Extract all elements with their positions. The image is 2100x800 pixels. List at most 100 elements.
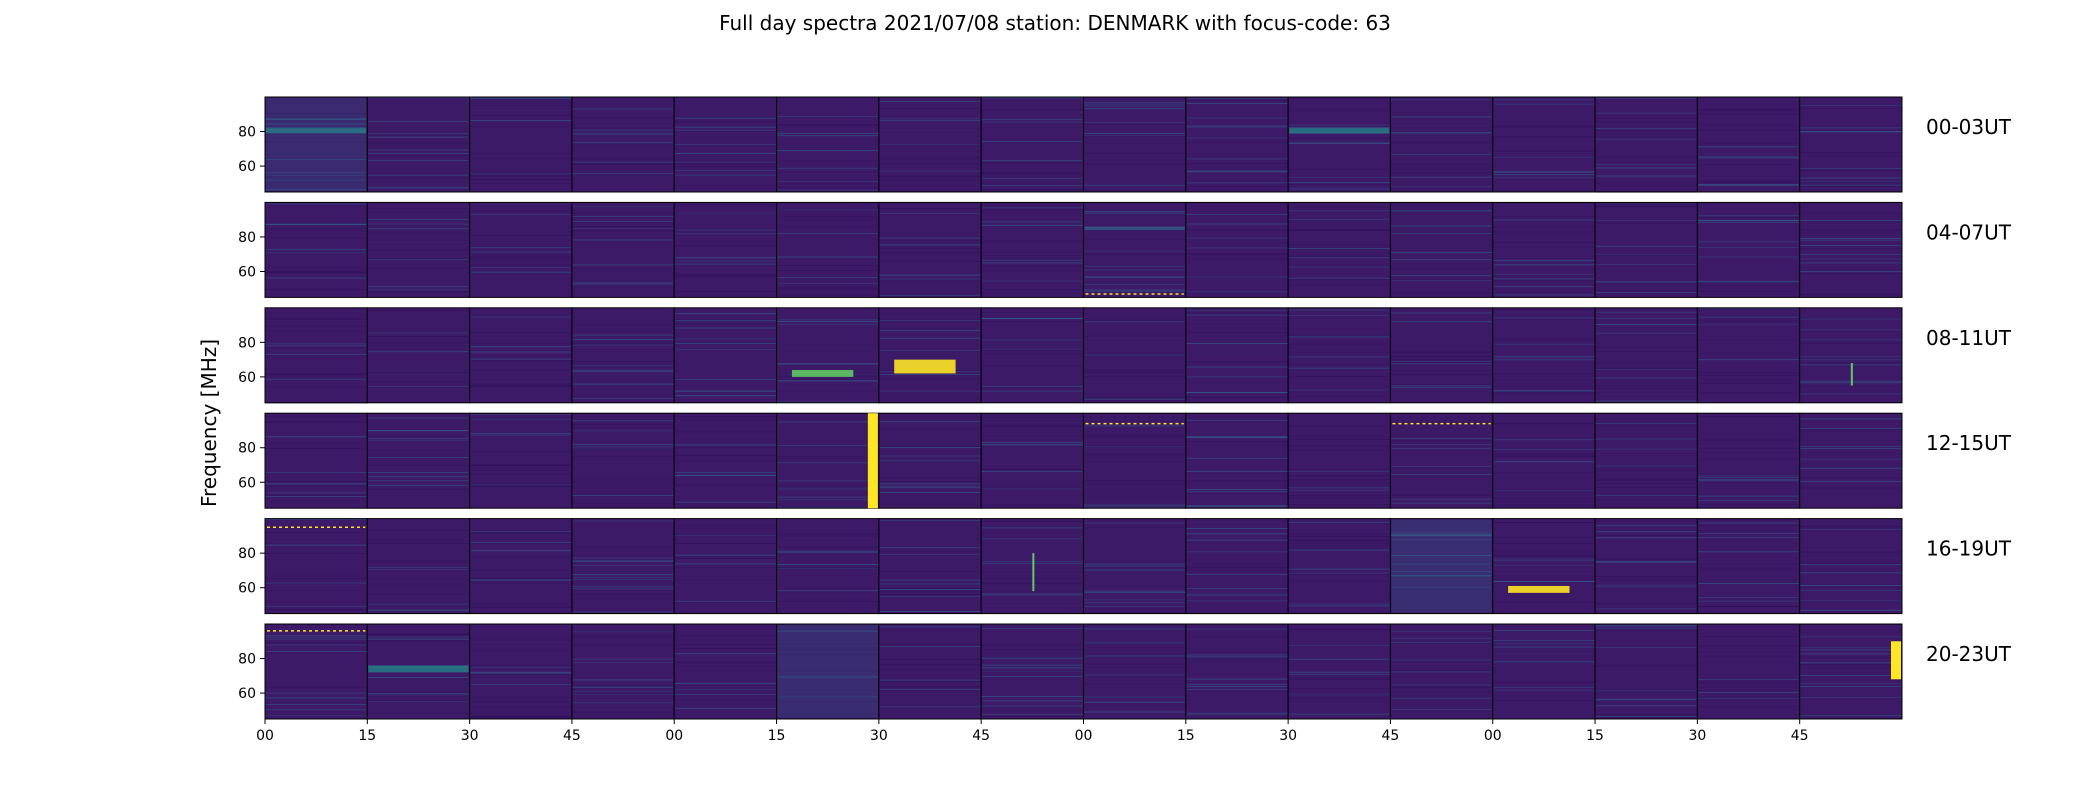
noise-line: [1595, 469, 1698, 471]
noise-line: [1799, 590, 1902, 592]
noise-line: [1185, 683, 1289, 685]
noise-line: [776, 116, 879, 117]
noise-line: [367, 578, 470, 580]
spectrum-panel: [1799, 307, 1903, 404]
noise-line: [1492, 453, 1596, 455]
noise-line: [1799, 177, 1902, 179]
noise-line: [1390, 387, 1493, 388]
noise-line: [1697, 241, 1800, 243]
noise-line: [265, 270, 368, 272]
noise-line: [878, 175, 982, 177]
noise-line: [1083, 663, 1186, 665]
noise-line: [1799, 439, 1902, 441]
noise-line: [1697, 697, 1800, 699]
noise-line: [674, 338, 777, 340]
noise-line: [1288, 257, 1391, 259]
noise-line: [1492, 392, 1596, 394]
noise-line: [1799, 393, 1902, 395]
spectral-feature: [1084, 226, 1185, 231]
spectrum-panel: [1287, 201, 1391, 298]
noise-line: [571, 662, 675, 664]
noise-line: [878, 239, 982, 241]
noise-line: [571, 117, 675, 119]
noise-line: [265, 228, 368, 230]
noise-line: [1288, 176, 1391, 178]
noise-line: [1595, 584, 1698, 586]
noise-line: [1288, 248, 1391, 249]
spectrum-panel: [1185, 96, 1289, 193]
spectrum-panel-bg: [1595, 202, 1698, 298]
noise-line: [878, 279, 982, 281]
noise-line: [1390, 370, 1493, 371]
noise-line: [1390, 576, 1493, 578]
noise-line: [1492, 422, 1596, 424]
spectrum-panel: [264, 623, 368, 720]
noise-line: [674, 416, 777, 418]
noise-line: [1185, 588, 1289, 589]
noise-line: [1492, 99, 1596, 101]
noise-line: [469, 105, 572, 106]
noise-line: [878, 428, 982, 430]
noise-line: [981, 645, 1084, 646]
noise-line: [1390, 171, 1493, 173]
noise-line: [981, 190, 1084, 192]
noise-line: [571, 127, 675, 129]
noise-line: [878, 596, 982, 598]
noise-line: [367, 289, 470, 291]
noise-line: [1697, 479, 1800, 481]
noise-line: [674, 662, 777, 664]
spectrum-panel-bg: [1185, 97, 1289, 192]
noise-line: [1288, 335, 1391, 337]
noise-line: [981, 289, 1084, 290]
noise-line: [1492, 455, 1596, 457]
noise-line: [1390, 421, 1493, 423]
spectrum-panel: [1185, 412, 1289, 509]
noise-line: [469, 465, 572, 467]
spectral-feature: [368, 665, 469, 673]
noise-line: [1697, 495, 1800, 497]
noise-line: [571, 588, 675, 590]
noise-line: [469, 712, 572, 714]
noise-line: [571, 230, 675, 232]
noise-line: [776, 421, 879, 423]
noise-line: [571, 686, 675, 688]
noise-line: [1288, 573, 1391, 575]
noise-line: [265, 608, 368, 610]
noise-line: [367, 341, 470, 343]
spectrum-panel: [1594, 307, 1698, 404]
spectrum-panel: [366, 96, 471, 193]
noise-line: [1083, 495, 1186, 497]
noise-line: [1083, 454, 1186, 455]
noise-line: [1083, 592, 1186, 593]
spectrum-panel-bg: [1185, 518, 1289, 614]
noise-line: [1799, 212, 1902, 214]
noise-line: [1799, 572, 1902, 574]
noise-line: [367, 291, 470, 293]
noise-line: [776, 649, 879, 651]
noise-line: [981, 520, 1084, 522]
noise-line: [674, 628, 777, 630]
spectrum-panel: [1492, 412, 1596, 509]
y-tick-label: 80: [238, 230, 256, 246]
noise-line: [469, 247, 572, 249]
noise-line: [1492, 202, 1596, 204]
spectrum-panel: [469, 623, 573, 720]
noise-line: [1185, 437, 1289, 439]
x-tick-label: 15: [1177, 728, 1195, 744]
noise-line: [1288, 230, 1391, 232]
noise-line: [1390, 278, 1493, 280]
spectrum-panel: [366, 201, 471, 298]
noise-line: [674, 600, 777, 602]
noise-line: [1288, 545, 1391, 547]
noise-line: [1697, 181, 1800, 183]
noise-line: [674, 349, 777, 350]
noise-line: [776, 554, 879, 556]
noise-line: [1288, 284, 1391, 286]
noise-line: [1083, 590, 1186, 592]
spectrum-panel: [673, 201, 778, 298]
noise-line: [265, 267, 368, 269]
noise-line: [571, 134, 675, 135]
spectrum-panel: [673, 412, 778, 509]
noise-line: [1492, 286, 1596, 288]
spectrum-panel: [1287, 518, 1391, 615]
